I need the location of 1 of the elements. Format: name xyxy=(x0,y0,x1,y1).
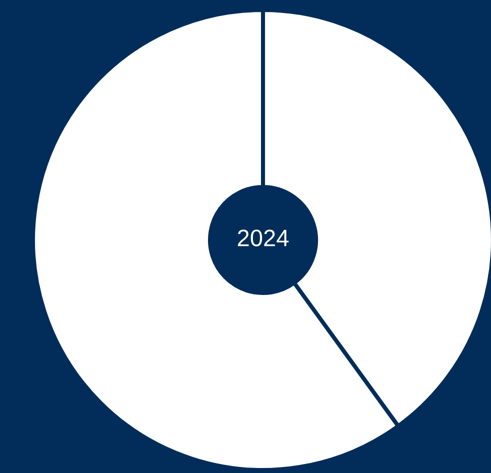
text: 2024 xyxy=(238,230,289,246)
